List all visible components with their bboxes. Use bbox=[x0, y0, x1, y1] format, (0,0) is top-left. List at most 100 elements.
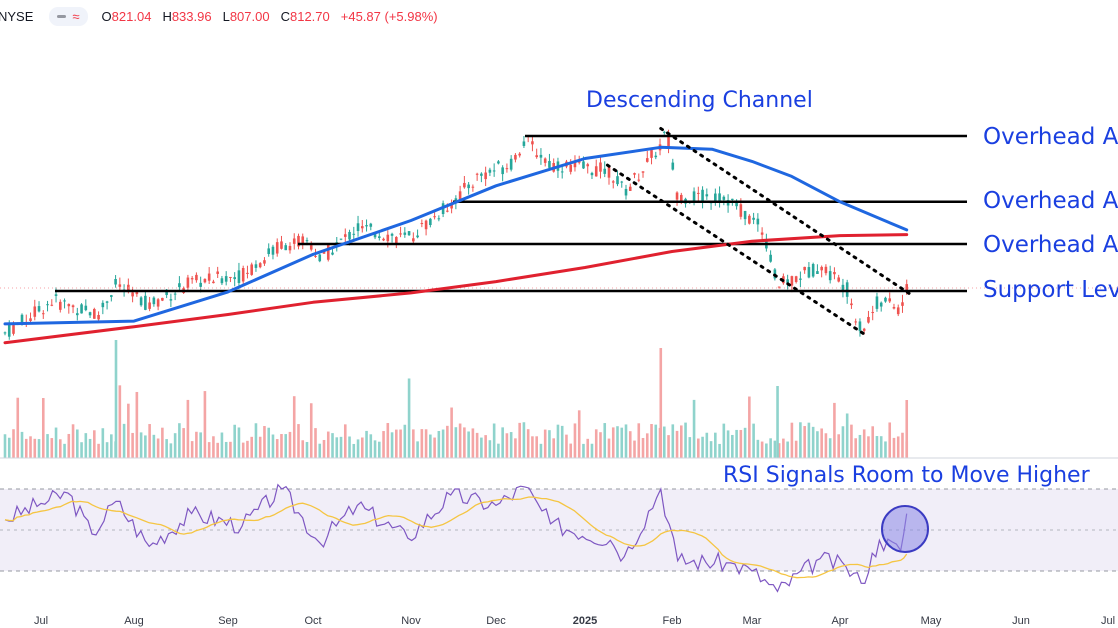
candle-body bbox=[360, 226, 364, 229]
candle-body bbox=[548, 160, 551, 168]
candle-body bbox=[539, 154, 543, 158]
x-tick-label: Oct bbox=[304, 615, 321, 627]
volume-bar bbox=[314, 428, 317, 458]
collapse-icon[interactable] bbox=[57, 14, 67, 18]
candle-body bbox=[101, 302, 105, 308]
candle-body bbox=[254, 264, 258, 268]
volume-bar bbox=[901, 432, 904, 458]
volume-bar bbox=[514, 438, 517, 458]
candle-body bbox=[756, 218, 760, 225]
volume-bar bbox=[803, 426, 806, 458]
candle-body bbox=[743, 210, 747, 220]
ma200-line bbox=[3, 233, 909, 345]
volume-bar bbox=[220, 432, 224, 458]
candle-body bbox=[29, 318, 32, 321]
candle-body bbox=[135, 291, 139, 295]
candle-body bbox=[586, 164, 590, 167]
volume-bar bbox=[675, 430, 679, 458]
volume-bar bbox=[97, 443, 100, 458]
x-tick-label: Feb bbox=[663, 615, 682, 627]
ohlc-values: O821.04 H833.96 L807.00 C812.70 +45.87 (… bbox=[102, 9, 438, 24]
candle-body bbox=[267, 248, 271, 255]
candle-body bbox=[607, 165, 611, 178]
high-value: 833.96 bbox=[171, 8, 212, 24]
channel-lower-line bbox=[605, 163, 869, 338]
candle-body bbox=[845, 282, 849, 297]
volume-bar bbox=[203, 391, 207, 458]
candle-body bbox=[263, 260, 266, 264]
volume-bar bbox=[80, 442, 83, 458]
x-tick-label: May bbox=[921, 615, 942, 627]
candle-body bbox=[301, 236, 305, 244]
candle-body bbox=[352, 233, 356, 235]
volume-bar bbox=[539, 443, 543, 458]
open-value: 821.04 bbox=[111, 8, 152, 24]
volume-bar bbox=[356, 439, 360, 458]
volume-bar bbox=[871, 426, 875, 458]
volume-bar bbox=[88, 438, 92, 458]
volume-bar bbox=[403, 424, 407, 458]
volume-bar bbox=[782, 438, 785, 458]
x-tick-label: Aug bbox=[124, 615, 144, 627]
volume-bar bbox=[271, 434, 275, 458]
wave-icon[interactable]: ≈ bbox=[72, 8, 80, 24]
candle-body bbox=[645, 158, 649, 162]
candle-body bbox=[365, 225, 368, 227]
volume-bar bbox=[424, 429, 428, 458]
volume-bar bbox=[654, 424, 658, 458]
candle-body bbox=[190, 278, 194, 280]
candle-body bbox=[879, 302, 883, 307]
volume-bar bbox=[37, 439, 41, 458]
volume-bar bbox=[816, 431, 819, 458]
volume-bar bbox=[20, 431, 24, 458]
candle-body bbox=[305, 240, 309, 242]
volume-bar bbox=[199, 432, 202, 458]
candle-body bbox=[224, 276, 228, 282]
volume-bar bbox=[441, 429, 445, 458]
candle-body bbox=[577, 161, 581, 163]
candle-body bbox=[628, 186, 632, 191]
candle-body bbox=[484, 172, 487, 180]
volume-bar bbox=[594, 429, 598, 458]
candle-body bbox=[309, 245, 313, 250]
candle-body bbox=[714, 193, 717, 203]
volume-bar bbox=[84, 433, 88, 458]
volume-bar bbox=[786, 441, 789, 458]
candle-body bbox=[475, 173, 479, 175]
volume-bar bbox=[769, 438, 772, 458]
candle-body bbox=[884, 297, 887, 302]
candle-body bbox=[760, 232, 764, 235]
indicator-toggle-pill[interactable]: ≈ bbox=[49, 6, 88, 26]
candle-body bbox=[80, 304, 83, 314]
volume-bar bbox=[692, 399, 696, 458]
volume-bar bbox=[322, 439, 326, 458]
candle-body bbox=[692, 191, 696, 202]
volume-bar bbox=[254, 423, 258, 458]
volume-bar bbox=[645, 433, 649, 458]
candle-body bbox=[501, 167, 504, 175]
volume-bar bbox=[543, 429, 547, 458]
volume-bar bbox=[29, 436, 32, 458]
volume-bar bbox=[71, 424, 75, 458]
candle-body bbox=[314, 255, 317, 257]
volume-bar bbox=[697, 438, 700, 458]
volume-bar bbox=[412, 429, 415, 458]
volume-bar bbox=[156, 438, 160, 458]
volume-bar bbox=[318, 443, 322, 458]
channel-upper-line bbox=[659, 126, 912, 296]
candle-body bbox=[3, 332, 7, 334]
candle-body bbox=[654, 155, 658, 158]
candle-body bbox=[582, 161, 585, 169]
volume-bar bbox=[773, 440, 777, 458]
candle-body bbox=[233, 277, 236, 280]
volume-bar bbox=[437, 430, 441, 458]
volume-bar bbox=[535, 436, 538, 458]
candle-body bbox=[599, 162, 602, 172]
candle-body bbox=[195, 274, 198, 281]
volume-bar bbox=[416, 441, 419, 458]
volume-bar bbox=[186, 399, 190, 458]
volume-bar bbox=[616, 426, 619, 458]
candle-body bbox=[722, 196, 726, 200]
volume-bar bbox=[688, 437, 692, 458]
